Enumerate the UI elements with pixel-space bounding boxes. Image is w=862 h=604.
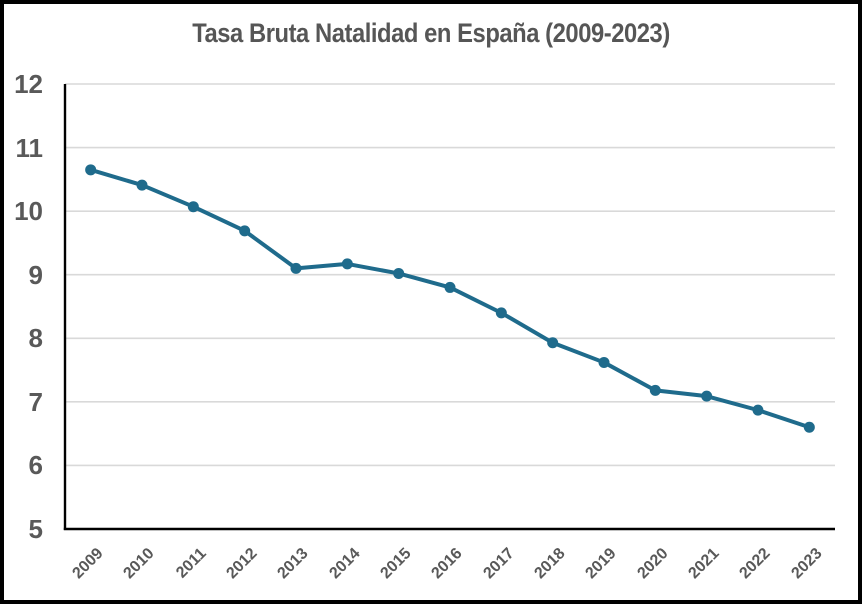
chart-title: Tasa Bruta Natalidad en España (2009-202…	[192, 18, 670, 48]
y-tick-label: 11	[15, 132, 44, 163]
y-tick-label: 6	[28, 450, 43, 481]
data-point-2019	[598, 356, 610, 368]
data-point-2010	[136, 179, 148, 191]
y-tick-label: 9	[28, 259, 43, 290]
data-point-2012	[239, 225, 251, 237]
plot-svg	[63, 83, 835, 531]
chart-stage: Tasa Bruta Natalidad en España (2009-202…	[4, 4, 858, 600]
y-tick-label: 5	[28, 514, 43, 544]
data-point-2018	[547, 337, 559, 349]
data-point-2023	[803, 421, 815, 433]
data-point-2020	[649, 384, 661, 396]
y-tick-label: 8	[28, 323, 43, 354]
data-point-2009	[85, 164, 97, 176]
data-point-2021	[701, 390, 713, 402]
y-tick-label: 7	[28, 386, 43, 417]
y-tick-label: 10	[14, 196, 43, 227]
data-point-2013	[290, 262, 302, 274]
data-point-2017	[495, 307, 507, 319]
data-point-2022	[752, 404, 764, 416]
data-point-2016	[444, 281, 456, 293]
data-point-2014	[341, 258, 353, 270]
data-point-2011	[187, 201, 199, 213]
data-point-2015	[393, 267, 405, 279]
y-tick-label: 12	[14, 69, 43, 99]
